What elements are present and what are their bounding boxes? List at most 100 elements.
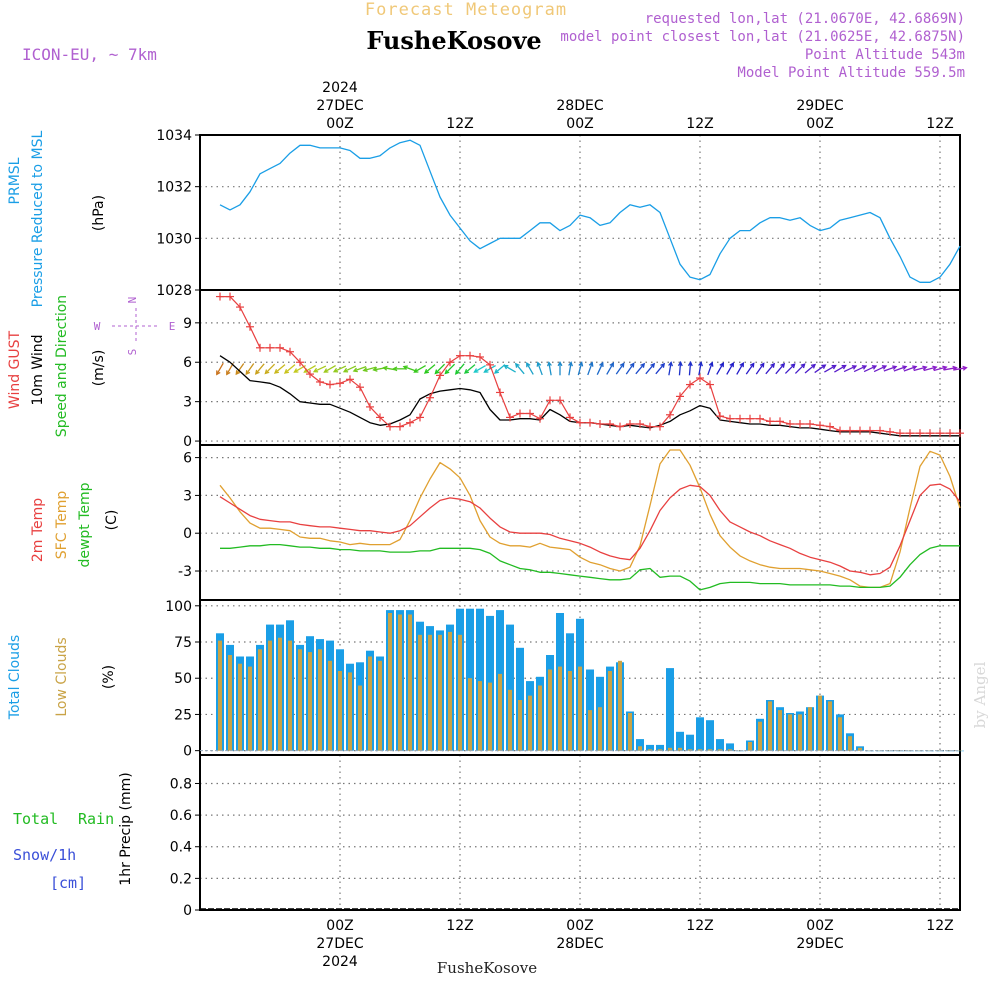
wind-arrow-shaft [455, 363, 465, 375]
y-tick-label: 3 [183, 488, 192, 504]
wind-arrow-head [861, 365, 868, 370]
gust-marker [816, 421, 824, 430]
wind-gust-label: Wind GUST [7, 330, 23, 409]
wind-arrow [843, 365, 858, 373]
y-tick-label: 9 [183, 316, 192, 332]
clouds-panel: 0 25 50 75 100 [165, 599, 964, 760]
compass-west: W [94, 320, 101, 333]
wind-arrow-head [536, 361, 542, 367]
wind-arrow [332, 365, 347, 373]
time-label-top: 29DEC [796, 98, 843, 114]
wind-arrow-shaft [324, 365, 336, 373]
wind-arrow-head [609, 362, 614, 368]
y-tick-label: 0.6 [170, 808, 192, 824]
wind-arrow-head [312, 367, 319, 373]
wind-arrow-shaft [424, 364, 436, 374]
low-cloud-bar [548, 669, 552, 751]
gust-marker [416, 413, 424, 422]
low-cloud-bar [658, 749, 662, 751]
wind-arrow [853, 365, 868, 373]
low-cloud-bar [478, 681, 482, 751]
gust-marker [736, 414, 744, 423]
model-label: ICON-EU, ~ 7km [22, 45, 157, 64]
low-cloud-bar [298, 649, 302, 751]
low-cloud-bar [368, 656, 372, 751]
wind-arrow-head [660, 362, 666, 368]
wind-arrow-head [434, 369, 440, 375]
low-cloud-bar [488, 682, 492, 751]
pressure-line [219, 139, 961, 283]
wind-arrow [473, 365, 486, 373]
low-cloud-bar [618, 660, 622, 751]
low-cloud-bar [558, 666, 562, 751]
low-cloud-bar [508, 689, 512, 751]
low-cloud-bar [818, 695, 822, 751]
low-cloud-bar [228, 655, 232, 751]
wind-arrow-head [668, 361, 674, 367]
y-tick-label: 0 [183, 526, 192, 542]
wind-arrow [596, 361, 604, 375]
gust-marker [786, 419, 794, 428]
wind-arrow-shaft [474, 365, 486, 373]
total-cloud-bar [676, 731, 684, 751]
wind-arrow [568, 361, 574, 376]
low-cloud-bar [598, 707, 602, 751]
wind-arrow-shaft [707, 362, 713, 376]
wind-arrow [423, 364, 436, 374]
wind-arrow-head [463, 369, 470, 374]
wind-arrow [716, 362, 724, 375]
gust-marker [716, 412, 724, 421]
clouds-unit-label: (%) [101, 665, 117, 689]
time-label-bottom: 12Z [446, 918, 473, 934]
wind-arrow-shaft [834, 365, 846, 373]
wind-arrow-head [912, 365, 918, 371]
wind-arrow [794, 363, 806, 374]
wind-arrow-shaft [363, 366, 377, 372]
wind-arrow-shaft [804, 364, 816, 374]
wind-arrow-head [254, 369, 260, 375]
gust-marker [586, 418, 594, 427]
low-cloud-bar [418, 634, 422, 751]
temp-2m-line [219, 483, 961, 576]
wind-arrow [557, 360, 563, 376]
wind-arrow [707, 361, 714, 376]
credit-label: by Angel [971, 661, 989, 728]
low-cloud-bar [678, 747, 682, 751]
wind-arrow [933, 365, 948, 372]
wind-arrow [863, 365, 878, 373]
wind-arrow-head [599, 361, 604, 367]
gust-marker [436, 371, 444, 380]
wind-arrow-head [526, 362, 531, 368]
gust-marker [576, 418, 584, 427]
y-tick-label: 100 [165, 599, 192, 615]
gust-marker [916, 429, 924, 438]
gust-marker [806, 419, 814, 428]
wind-arrow [765, 362, 776, 375]
y-tick-label: 0.8 [170, 776, 192, 792]
wind-arrow [254, 363, 265, 375]
gust-marker [766, 417, 774, 426]
wind-arrow-head [226, 370, 231, 376]
wind-arrow-shaft [548, 362, 552, 376]
wind-arrow [883, 365, 898, 372]
wind-arrow-head [962, 365, 968, 371]
total-cloud-bar [666, 668, 674, 751]
low-clouds-label: Low Clouds [54, 637, 70, 716]
wind-arrow-head [454, 369, 460, 375]
gust-marker [856, 426, 864, 435]
low-cloud-bar [628, 713, 632, 751]
wind-arrow-head [245, 370, 251, 376]
point-altitude-label: Point Altitude 543m [805, 47, 965, 63]
wind-arrow-head [473, 368, 479, 373]
wind-arrow-head [749, 362, 755, 368]
total-cloud-bar [696, 717, 704, 751]
low-cloud-bar [848, 736, 852, 751]
wind-arrow-head [851, 365, 858, 370]
temp-unit-label: (C) [104, 510, 120, 531]
panel-frame [199, 754, 961, 911]
wind-arrow-head [362, 367, 368, 373]
total-cloud-bar [716, 739, 724, 751]
wind-arrow-shaft [537, 362, 543, 376]
gust-marker [466, 351, 474, 360]
wind-arrow-shaft [526, 362, 534, 375]
